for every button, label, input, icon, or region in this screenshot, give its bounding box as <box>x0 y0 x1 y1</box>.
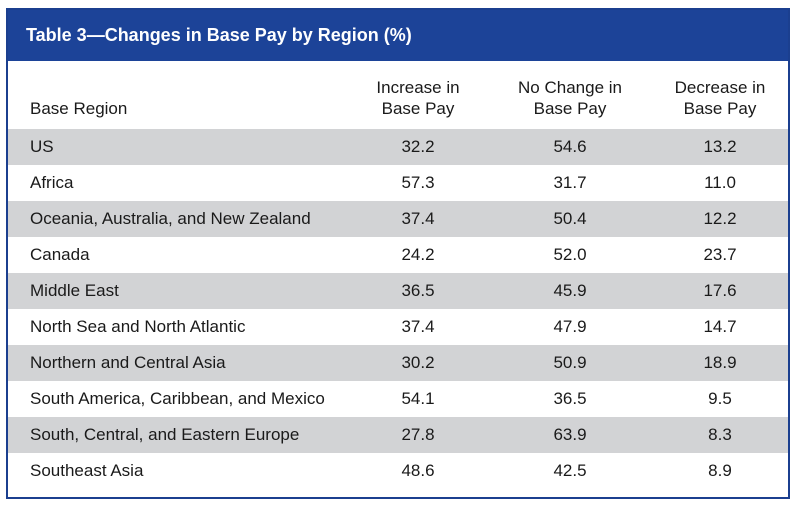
table-row: South America, Caribbean, and Mexico 54.1… <box>8 381 788 417</box>
table-header-row: Base Region Increase in Base Pay No Chan… <box>8 61 788 129</box>
cell-region: South, Central, and Eastern Europe <box>30 425 300 444</box>
table-row: US 32.2 54.6 13.2 <box>8 129 788 165</box>
header-line: Base Pay <box>683 99 757 118</box>
cell-increase: 48.6 <box>401 461 435 480</box>
cell-region: Southeast Asia <box>30 461 144 480</box>
cell-region: Canada <box>30 245 90 264</box>
cell-decrease: 14.7 <box>703 317 737 336</box>
cell-no-change: 45.9 <box>553 281 587 300</box>
cell-region: North Sea and North Atlantic <box>30 317 246 336</box>
cell-region: Northern and Central Asia <box>30 353 226 372</box>
cell-region: Middle East <box>30 281 119 300</box>
cell-increase: 57.3 <box>401 173 435 192</box>
cell-no-change: 50.4 <box>553 209 587 228</box>
cell-increase: 37.4 <box>401 317 435 336</box>
cell-no-change: 47.9 <box>553 317 587 336</box>
cell-no-change: 42.5 <box>553 461 587 480</box>
header-increase: Increase in Base Pay <box>353 77 483 119</box>
table-row: Southeast Asia 48.6 42.5 8.9 <box>8 453 788 489</box>
header-base-region: Base Region <box>30 98 127 119</box>
table-title: Table 3—Changes in Base Pay by Region (%… <box>8 10 788 61</box>
cell-no-change: 36.5 <box>553 389 587 408</box>
cell-no-change: 50.9 <box>553 353 587 372</box>
cell-region: Oceania, Australia, and New Zealand <box>30 209 311 228</box>
cell-decrease: 18.9 <box>703 353 737 372</box>
cell-decrease: 13.2 <box>703 137 737 156</box>
header-line: Base Region <box>30 99 128 118</box>
table-row: Northern and Central Asia 30.2 50.9 18.9 <box>8 345 788 381</box>
cell-decrease: 11.0 <box>704 173 736 192</box>
header-no-change: No Change in Base Pay <box>495 77 645 119</box>
header-decrease: Decrease in Base Pay <box>655 77 785 119</box>
cell-increase: 27.8 <box>401 425 435 444</box>
cell-decrease: 23.7 <box>703 245 737 264</box>
table-row: South, Central, and Eastern Europe 27.8 63… <box>8 417 788 453</box>
header-line: Base Pay <box>533 99 607 118</box>
cell-increase: 30.2 <box>401 353 435 372</box>
cell-increase: 54.1 <box>401 389 435 408</box>
cell-decrease: 8.3 <box>708 425 732 444</box>
table-row: Oceania, Australia, and New Zealand 37.4 5… <box>8 201 788 237</box>
cell-decrease: 17.6 <box>703 281 737 300</box>
cell-region: Africa <box>30 173 74 192</box>
cell-increase: 32.2 <box>401 137 435 156</box>
cell-region: US <box>30 137 54 156</box>
cell-no-change: 31.7 <box>553 173 587 192</box>
cell-no-change: 54.6 <box>553 137 587 156</box>
table-row: North Sea and North Atlantic 37.4 47.9 14.7 <box>8 309 788 345</box>
cell-increase: 36.5 <box>401 281 435 300</box>
header-line: Base Pay <box>381 99 455 118</box>
header-line: Increase in <box>376 78 460 97</box>
cell-increase: 37.4 <box>401 209 435 228</box>
table-frame: Table 3—Changes in Base Pay by Region (%… <box>6 8 790 499</box>
cell-decrease: 12.2 <box>703 209 737 228</box>
cell-decrease: 9.5 <box>708 389 732 408</box>
table-row: Africa 57.3 31.7 11.0 <box>8 165 788 201</box>
cell-no-change: 63.9 <box>553 425 587 444</box>
table-row: Canada 24.2 52.0 23.7 <box>8 237 788 273</box>
cell-no-change: 52.0 <box>553 245 587 264</box>
data-table: Base Region Increase in Base Pay No Chan… <box>8 61 788 489</box>
cell-increase: 24.2 <box>401 245 435 264</box>
header-line: No Change in <box>518 78 622 97</box>
header-line: Decrease in <box>674 78 766 97</box>
table-row: Middle East 36.5 45.9 17.6 <box>8 273 788 309</box>
cell-decrease: 8.9 <box>708 461 732 480</box>
cell-region: South America, Caribbean, and Mexico <box>30 389 325 408</box>
